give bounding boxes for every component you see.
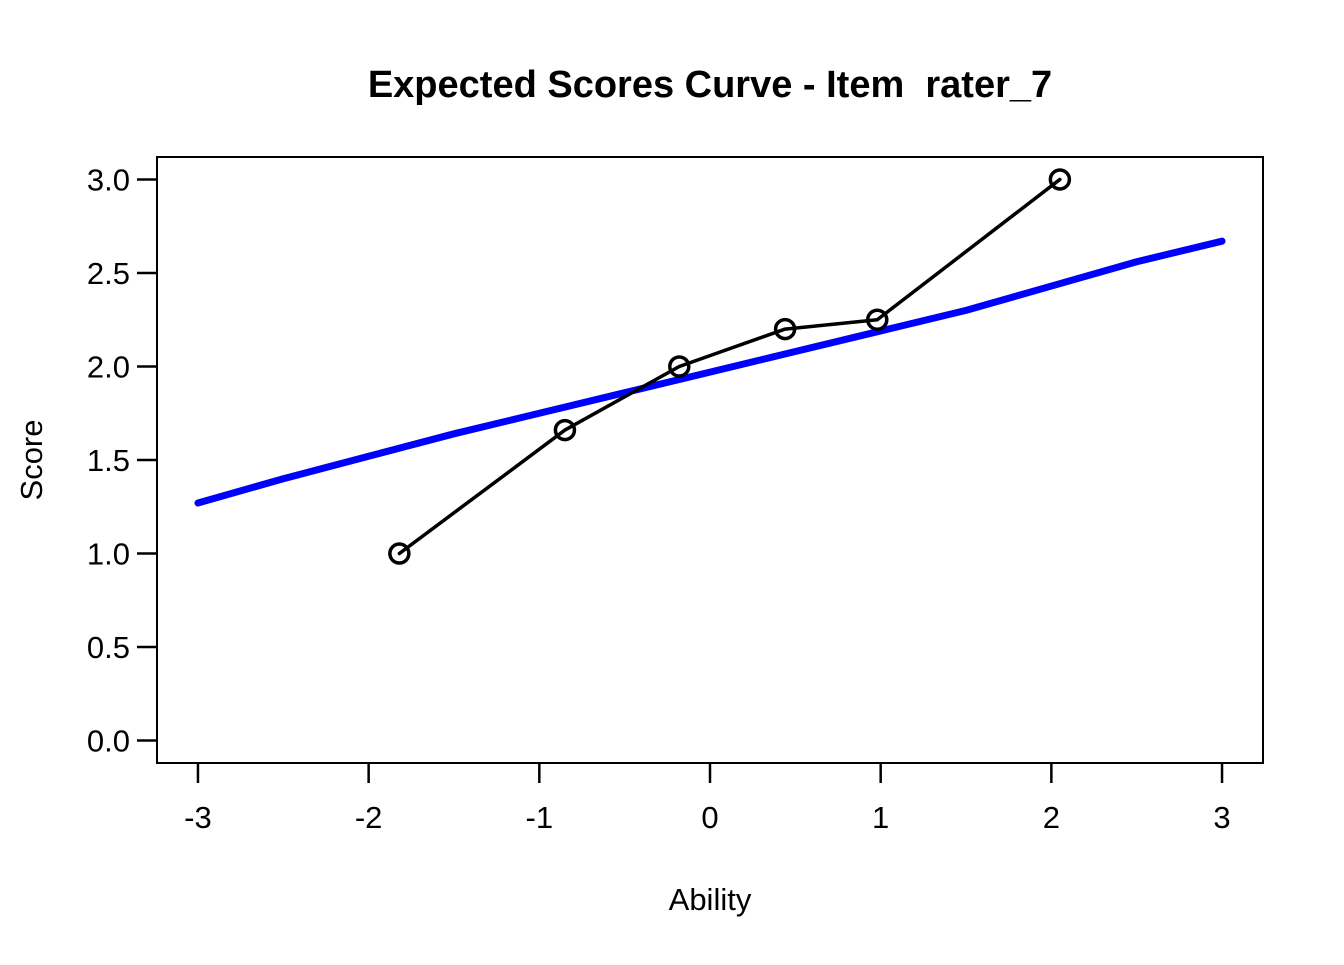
plot-layer: -3 -2 -1 0 1 2 3 0.0 0.5 1.0 1.5 2.0 2.5 3.0 xyxy=(87,156,1264,835)
plot-frame xyxy=(156,156,1264,764)
x-axis-tick-label: 2 xyxy=(1043,800,1060,835)
x-axis-tick-label: 3 xyxy=(1213,800,1230,835)
x-axis-tick-label: -1 xyxy=(526,800,554,835)
observed-average-scores-line xyxy=(397,177,1062,556)
y-axis-title: Score xyxy=(14,420,49,501)
observed-average-scores-point-marker xyxy=(388,542,411,565)
observed-average-scores-point-marker xyxy=(866,308,889,331)
x-axis-tick-label: 0 xyxy=(701,800,718,835)
y-axis-tick-label: 1.0 xyxy=(87,537,130,572)
observed-average-scores-point-marker xyxy=(553,418,577,442)
x-axis-tick-label: 1 xyxy=(872,800,889,835)
model-expected-score-curve-line xyxy=(194,237,1226,507)
y-axis-tick-label: 2.0 xyxy=(87,349,130,384)
x-axis-title: Ability xyxy=(669,882,752,917)
y-axis-tick-label: 0.5 xyxy=(87,630,130,665)
observed-average-scores-point-marker xyxy=(773,317,797,341)
x-axis-tick-label: -3 xyxy=(184,800,212,835)
y-axis-tick-label: 1.5 xyxy=(87,443,130,478)
observed-average-scores-point-marker xyxy=(668,355,691,378)
chart-title: Expected Scores Curve - Item rater_7 xyxy=(368,64,1052,106)
observed-average-scores-point-marker xyxy=(1048,168,1072,191)
x-axis-tick-label: -2 xyxy=(355,800,383,835)
y-axis-tick-label: 0.0 xyxy=(87,724,130,759)
y-axis-tick-label: 3.0 xyxy=(87,162,130,197)
y-axis-tick-label: 2.5 xyxy=(87,256,130,291)
